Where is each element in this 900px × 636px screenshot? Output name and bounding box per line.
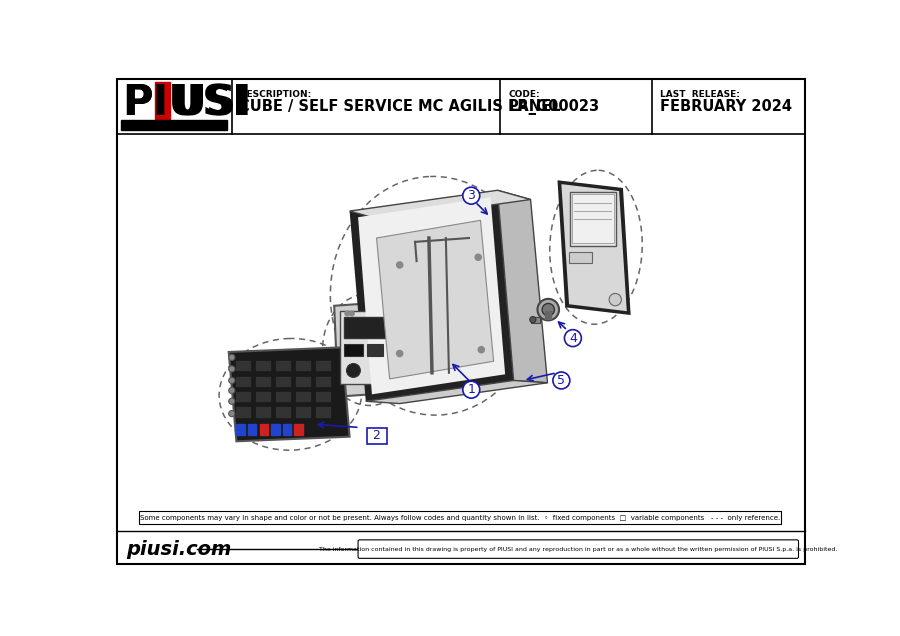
Bar (530, 317, 540, 322)
Bar (344, 317, 387, 338)
Text: DESCRIPTION:: DESCRIPTION: (239, 90, 311, 99)
Bar (256, 392, 270, 401)
Circle shape (229, 366, 235, 372)
Bar (140, 511, 781, 525)
Bar (317, 408, 330, 417)
Circle shape (542, 303, 554, 316)
Circle shape (609, 293, 621, 306)
Circle shape (229, 377, 235, 384)
Bar (294, 424, 302, 435)
Bar (296, 408, 310, 417)
Bar (572, 194, 614, 244)
Bar (276, 408, 291, 417)
Bar (237, 424, 245, 435)
Text: 1: 1 (467, 384, 475, 396)
Bar (276, 377, 291, 386)
Circle shape (530, 317, 536, 322)
Circle shape (229, 354, 235, 361)
Polygon shape (349, 190, 514, 401)
Circle shape (345, 311, 349, 316)
Text: 5: 5 (557, 374, 565, 387)
Polygon shape (562, 184, 626, 311)
Bar (283, 424, 291, 435)
Polygon shape (498, 190, 547, 383)
Bar (569, 252, 592, 263)
Circle shape (475, 254, 482, 260)
Bar (248, 424, 256, 435)
Circle shape (229, 387, 235, 394)
Circle shape (564, 329, 581, 347)
Bar (259, 424, 268, 435)
Text: 2: 2 (373, 429, 381, 443)
Text: The information contained in this drawing is property of PIUSI and any reproduct: The information contained in this drawin… (320, 546, 838, 551)
Circle shape (397, 350, 402, 357)
Text: piusi.com: piusi.com (126, 539, 231, 558)
Text: CUBE / SELF SERVICE MC AGILIS PANEL: CUBE / SELF SERVICE MC AGILIS PANEL (239, 99, 561, 114)
Bar (276, 361, 291, 370)
Bar (340, 311, 392, 384)
Polygon shape (376, 220, 493, 379)
Circle shape (229, 410, 235, 417)
Circle shape (537, 299, 559, 321)
Bar (296, 392, 310, 401)
Polygon shape (354, 196, 508, 396)
Text: CODE:: CODE: (509, 90, 541, 99)
Bar (237, 408, 250, 417)
Circle shape (229, 398, 235, 404)
Bar (256, 377, 270, 386)
Polygon shape (334, 301, 403, 397)
Text: Some components may vary in shape and color or not be present. Always follow cod: Some components may vary in shape and co… (140, 515, 779, 520)
Bar (296, 361, 310, 370)
FancyBboxPatch shape (358, 540, 798, 558)
Polygon shape (557, 180, 631, 315)
Bar (366, 428, 387, 444)
Bar (344, 344, 364, 356)
Bar (155, 83, 170, 119)
Polygon shape (358, 197, 505, 394)
Bar (367, 344, 382, 356)
Bar (271, 424, 280, 435)
Bar (237, 392, 250, 401)
Polygon shape (365, 380, 547, 404)
Bar (237, 377, 250, 386)
Bar (296, 377, 310, 386)
Bar (276, 392, 291, 401)
Circle shape (553, 372, 570, 389)
Bar (256, 408, 270, 417)
Bar (317, 377, 330, 386)
Text: LR_G00023: LR_G00023 (509, 99, 600, 115)
Polygon shape (349, 190, 530, 220)
Circle shape (478, 347, 484, 353)
Bar (545, 311, 552, 319)
Circle shape (463, 381, 480, 398)
Bar (237, 361, 250, 370)
Text: USI: USI (172, 82, 251, 124)
Bar (256, 361, 270, 370)
Text: PIUSI: PIUSI (122, 82, 248, 124)
Circle shape (463, 187, 480, 204)
Bar (570, 192, 616, 245)
Text: P: P (122, 82, 153, 124)
Bar (317, 392, 330, 401)
Bar (317, 361, 330, 370)
Polygon shape (229, 347, 349, 441)
Text: 4: 4 (569, 331, 577, 345)
Circle shape (397, 262, 402, 268)
Text: FEBRUARY 2024: FEBRUARY 2024 (660, 99, 792, 114)
Text: 3: 3 (467, 189, 475, 202)
Text: LAST  RELEASE:: LAST RELEASE: (660, 90, 740, 99)
Circle shape (346, 364, 360, 377)
Bar (121, 120, 227, 130)
Circle shape (349, 311, 355, 316)
